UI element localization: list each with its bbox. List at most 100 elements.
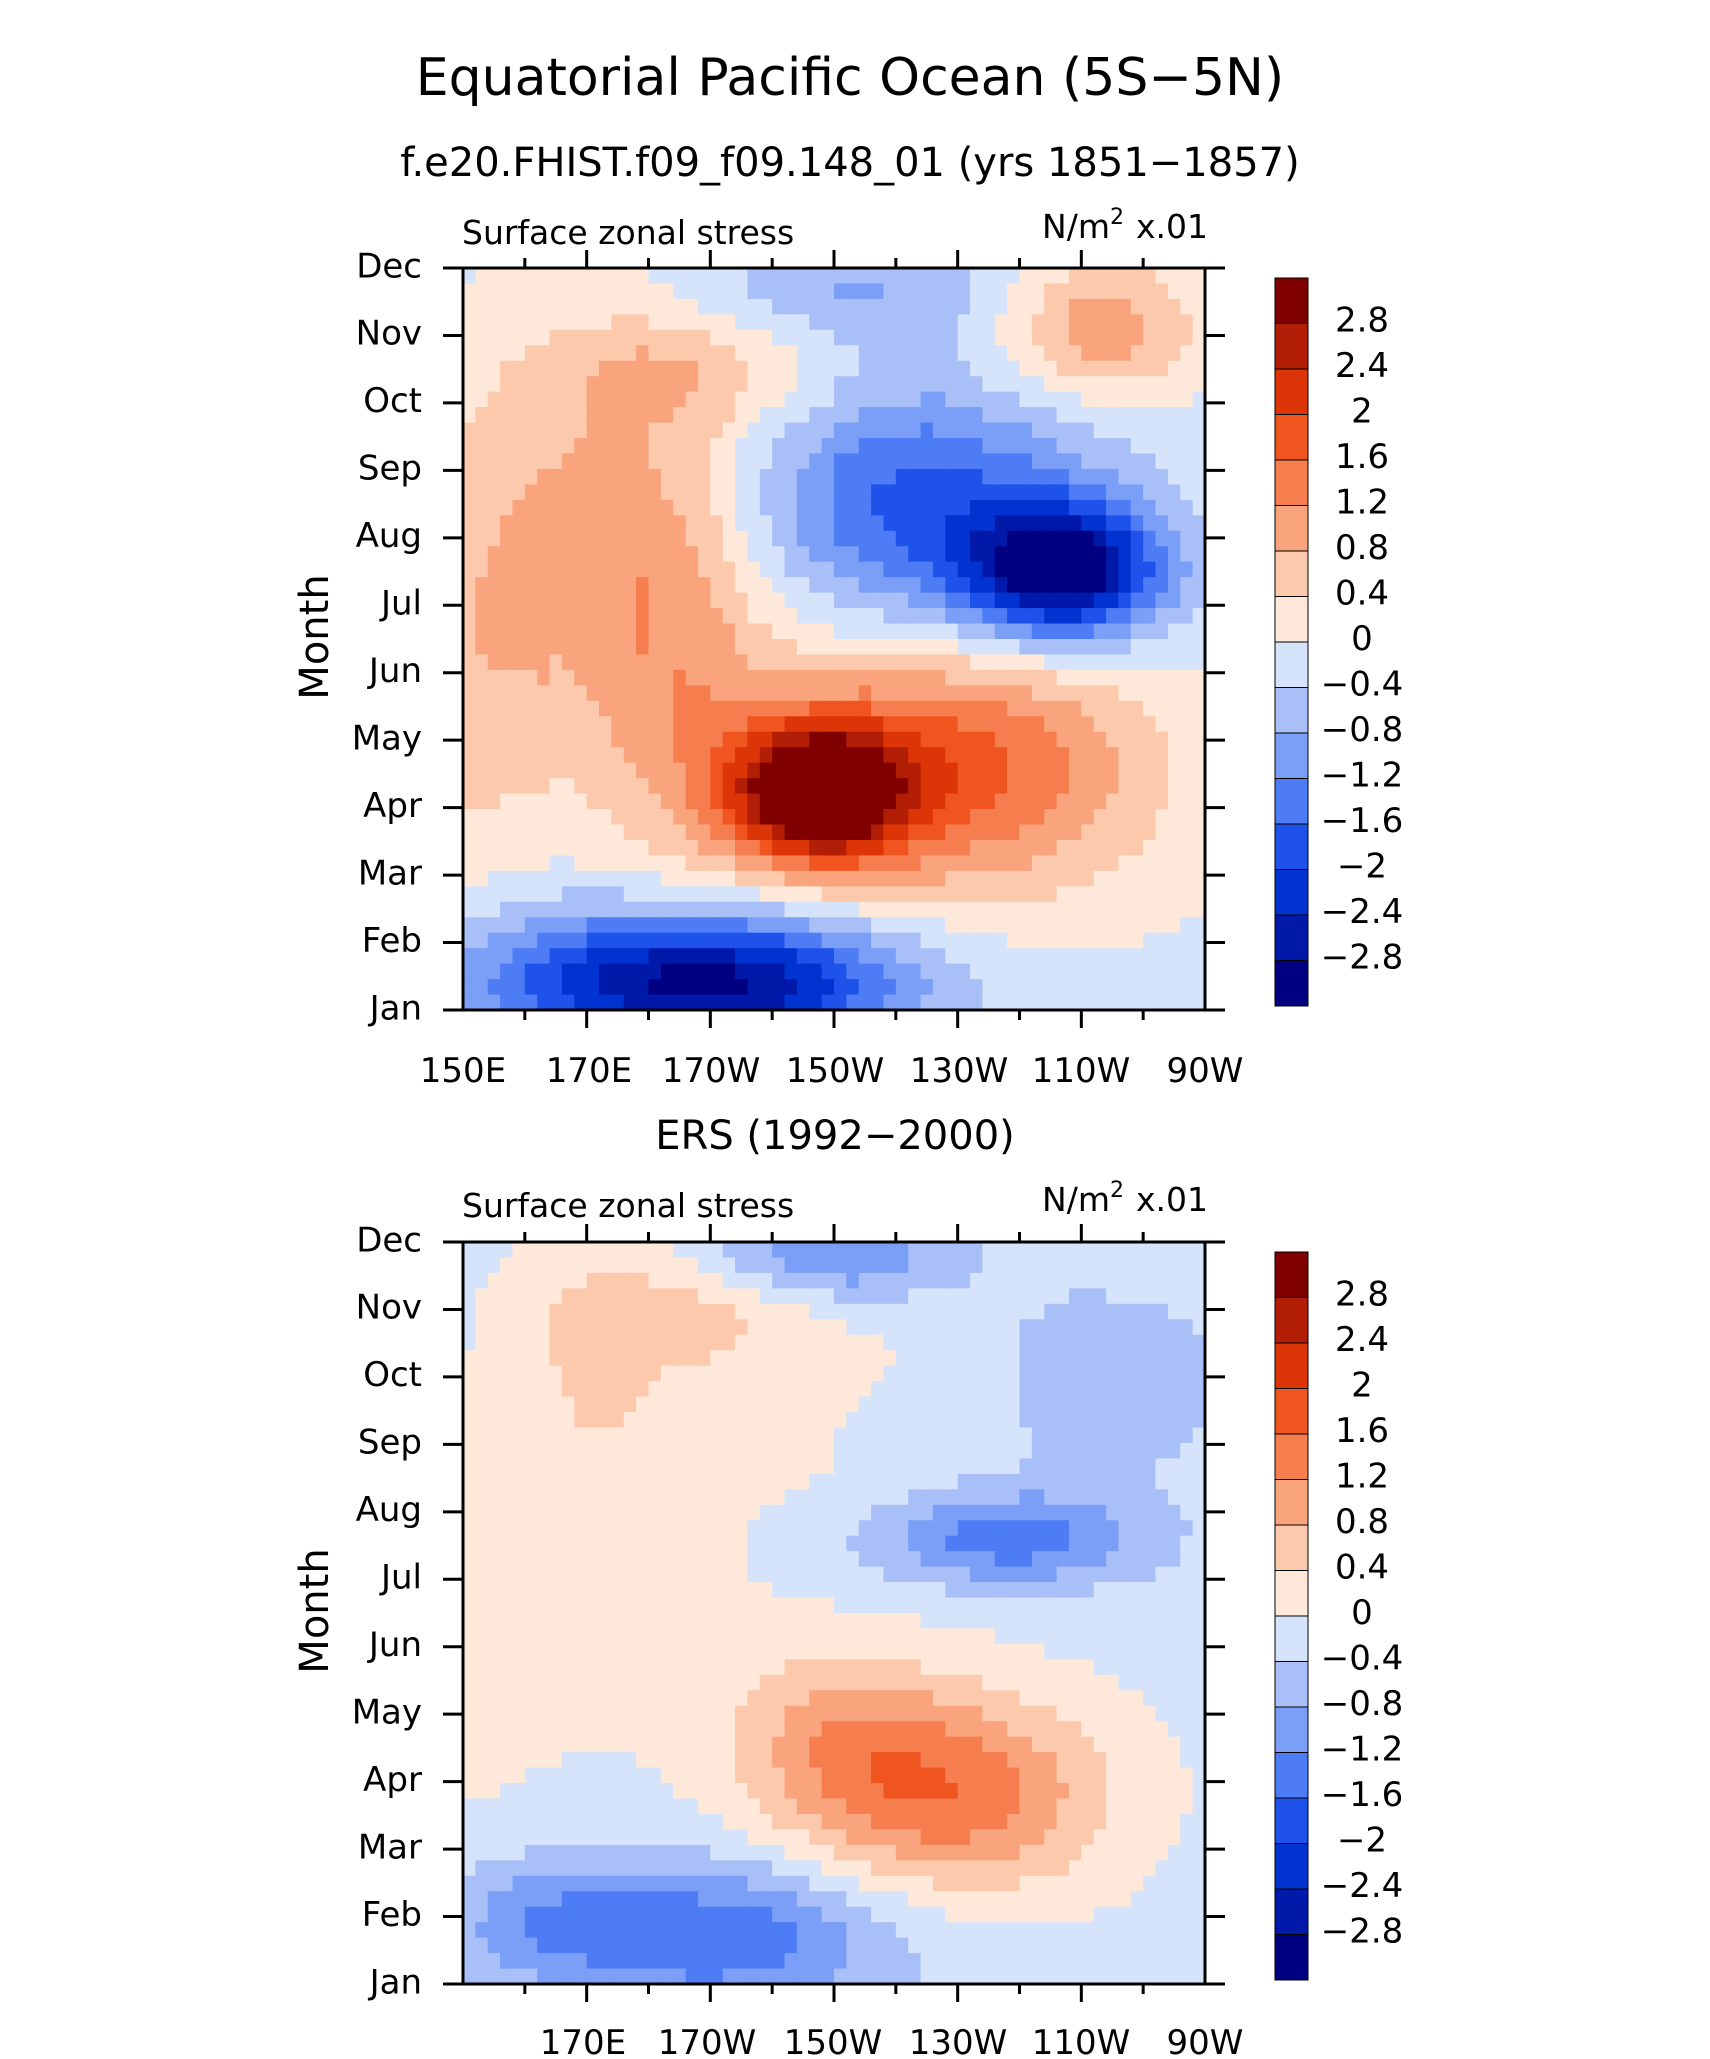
contour-cell — [747, 762, 761, 779]
contour-cell — [487, 623, 501, 640]
contour-cell — [1192, 685, 1205, 702]
contour-cell — [648, 1319, 662, 1336]
contour-cell — [648, 1798, 662, 1815]
contour-cell — [549, 1891, 563, 1908]
contour-cell — [512, 453, 526, 470]
contour-cell — [747, 685, 761, 702]
contour-cell — [908, 1906, 922, 1923]
contour-cell — [599, 1520, 612, 1537]
contour-cell — [735, 1257, 749, 1274]
contour-cell — [463, 1473, 476, 1490]
contour-cell — [636, 1613, 650, 1630]
contour-cell — [920, 1829, 934, 1846]
contour-cell — [648, 499, 662, 516]
contour-cell — [994, 546, 1008, 563]
contour-cell — [809, 963, 823, 980]
contour-cell — [512, 577, 526, 594]
contour-cell — [463, 639, 476, 656]
contour-cell — [660, 391, 674, 408]
contour-cell — [1143, 731, 1157, 748]
contour-cell — [945, 747, 959, 764]
contour-cell — [660, 360, 674, 377]
contour-cell — [673, 1767, 687, 1784]
contour-cell — [809, 793, 823, 810]
contour-cell — [660, 422, 674, 439]
contour-cell — [1019, 994, 1033, 1010]
contour-cell — [945, 1412, 959, 1429]
contour-cell — [1068, 716, 1082, 733]
contour-cell — [784, 963, 798, 980]
contour-cell — [500, 1427, 514, 1444]
contour-cell — [524, 1566, 538, 1583]
contour-cell — [883, 778, 897, 795]
contour-cell — [908, 1628, 922, 1645]
contour-cell — [549, 608, 563, 625]
contour-cell — [735, 1690, 749, 1707]
contour-cell — [796, 1242, 810, 1259]
contour-cell — [858, 793, 872, 810]
contour-cell — [549, 345, 563, 362]
contour-cell — [957, 1242, 971, 1259]
contour-cell — [1106, 870, 1120, 887]
contour-cell — [957, 1875, 971, 1892]
contour-cell — [970, 592, 983, 609]
contour-cell — [1143, 932, 1157, 949]
contour-cell — [475, 484, 489, 501]
contour-cell — [685, 499, 699, 516]
contour-cell — [895, 283, 909, 300]
contour-cell — [660, 1674, 674, 1691]
contour-cell — [932, 422, 946, 439]
contour-cell — [871, 979, 885, 996]
contour-cell — [463, 1350, 476, 1367]
contour-cell — [846, 329, 860, 346]
contour-cell — [1155, 963, 1169, 980]
contour-cell — [697, 1319, 711, 1336]
contour-cell — [475, 1705, 489, 1722]
contour-cell — [772, 438, 786, 455]
contour-cell — [697, 1705, 711, 1722]
contour-cell — [834, 1288, 847, 1305]
contour-cell — [920, 762, 934, 779]
contour-cell — [1007, 685, 1021, 702]
contour-cell — [599, 391, 612, 408]
contour-cell — [895, 1319, 909, 1336]
contour-cell — [623, 963, 637, 980]
contour-cell — [784, 345, 798, 362]
contour-cell — [673, 1442, 687, 1460]
contour-cell — [871, 1705, 885, 1722]
contour-cell — [475, 778, 489, 795]
contour-cell — [524, 1350, 538, 1367]
contour-cell — [970, 1458, 983, 1475]
contour-cell — [710, 793, 724, 810]
contour-cell — [858, 963, 872, 980]
contour-cell — [574, 1628, 588, 1645]
contour-cell — [945, 530, 959, 547]
contour-cell — [957, 453, 971, 470]
contour-cell — [586, 1783, 600, 1800]
contour-cell — [549, 1783, 563, 1800]
contour-cell — [920, 1674, 934, 1691]
contour-cell — [735, 1458, 749, 1475]
contour-cell — [673, 1844, 687, 1861]
contour-cell — [697, 1659, 711, 1676]
contour-cell — [834, 515, 847, 532]
contour-cell — [772, 376, 786, 393]
contour-cell — [586, 1891, 600, 1908]
contour-cell — [586, 484, 600, 501]
contour-cell — [846, 917, 860, 934]
contour-cell — [1106, 855, 1120, 872]
contour-cell — [1044, 639, 1058, 656]
contour-cell — [821, 546, 835, 563]
contour-cell — [920, 639, 934, 656]
contour-cell — [1130, 654, 1144, 671]
contour-cell — [772, 1334, 786, 1351]
contour-cell — [747, 1396, 761, 1413]
contour-cell — [834, 391, 847, 408]
contour-cell — [908, 839, 922, 857]
contour-cell — [772, 546, 786, 563]
contour-cell — [908, 1473, 922, 1490]
contour-cell — [1019, 623, 1033, 640]
contour-cell — [648, 654, 662, 671]
contour-cell — [574, 917, 588, 934]
contour-cell — [834, 1813, 847, 1831]
